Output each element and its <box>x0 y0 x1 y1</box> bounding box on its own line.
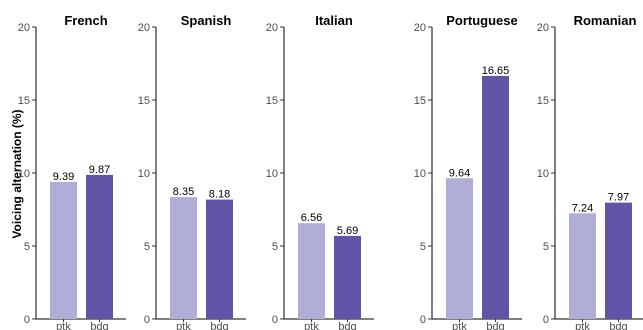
panel-title: French <box>64 13 107 28</box>
y-tick-label: 0 <box>420 314 426 326</box>
x-tick-label: bdg <box>210 321 228 330</box>
panel-portuguese: 0 5 10 15 20 Portuguese 9.64 ptk 16.65 bdg <box>414 13 522 330</box>
y-tick-label: 5 <box>543 241 549 253</box>
panel-title: Italian <box>315 13 353 28</box>
bar-ptk <box>50 181 77 319</box>
y-tick-label: 0 <box>144 314 150 326</box>
x-tick-label: bdg <box>609 321 627 330</box>
y-tick-label: 0 <box>543 314 549 326</box>
y-tick-label: 20 <box>18 22 30 34</box>
bar-bdg <box>605 202 632 319</box>
y-tick-label: 0 <box>272 314 278 326</box>
panel-romanian: 0 5 10 15 20 Romanian 7.24 ptk 7.97 bdg <box>537 13 643 330</box>
y-axis-label: Voicing alternation (%) <box>10 109 24 238</box>
chart-panels: 0 5 10 15 20 French 9.39 ptk 9.87 bdg 0 5 10 15 20 Span… <box>18 13 643 330</box>
y-tick-label: 20 <box>138 22 150 34</box>
panel-italian: 0 5 10 15 20 Italian 6.56 ptk 5.69 bdg <box>266 13 374 330</box>
bar-ptk <box>298 223 325 319</box>
y-tick-label: 5 <box>272 241 278 253</box>
x-tick-label: ptk <box>452 321 467 330</box>
bar-bdg <box>482 75 509 319</box>
bar-ptk <box>170 197 197 319</box>
panel-spanish: 0 5 10 15 20 Spanish 8.35 ptk 8.18 bdg <box>138 13 246 330</box>
x-tick-label: bdg <box>338 321 356 330</box>
data-label: 5.69 <box>337 225 358 237</box>
x-tick-label: bdg <box>486 321 504 330</box>
y-tick-label: 10 <box>266 168 278 180</box>
data-label: 9.39 <box>53 171 74 183</box>
bar-bdg <box>206 199 233 319</box>
y-tick-label: 10 <box>138 168 150 180</box>
bar-bdg <box>334 235 361 319</box>
panel-french: 0 5 10 15 20 French 9.39 ptk 9.87 bdg <box>18 13 126 330</box>
y-tick-label: 10 <box>414 168 426 180</box>
y-tick-label: 5 <box>24 241 30 253</box>
panel-title: Romanian <box>574 13 637 28</box>
x-tick-label: ptk <box>56 321 71 330</box>
x-tick-label: ptk <box>176 321 191 330</box>
data-label: 7.97 <box>608 192 629 204</box>
y-tick-label: 10 <box>18 168 30 180</box>
data-label: 9.87 <box>89 164 110 176</box>
y-tick-label: 5 <box>420 241 426 253</box>
y-tick-label: 20 <box>266 22 278 34</box>
y-tick-label: 10 <box>537 168 549 180</box>
y-tick-label: 0 <box>24 314 30 326</box>
y-tick-label: 20 <box>537 22 549 34</box>
x-tick-label: ptk <box>304 321 319 330</box>
y-tick-label: 15 <box>18 95 30 107</box>
bar-ptk <box>569 213 596 319</box>
x-tick-label: ptk <box>575 321 590 330</box>
data-label: 7.24 <box>572 202 593 214</box>
y-tick-label: 5 <box>144 241 150 253</box>
data-label: 9.64 <box>449 167 470 179</box>
panel-title: Spanish <box>181 13 232 28</box>
panel-title: Portuguese <box>446 13 518 28</box>
data-label: 8.35 <box>173 186 194 198</box>
data-label: 8.18 <box>209 189 230 201</box>
data-label: 16.65 <box>482 65 510 77</box>
data-label: 6.56 <box>301 212 322 224</box>
y-tick-label: 20 <box>414 22 426 34</box>
bar-bdg <box>86 174 113 319</box>
x-tick-label: bdg <box>90 321 108 330</box>
y-tick-label: 15 <box>537 95 549 107</box>
y-tick-label: 15 <box>138 95 150 107</box>
bar-ptk <box>446 178 473 319</box>
y-tick-label: 15 <box>414 95 426 107</box>
y-tick-label: 15 <box>266 95 278 107</box>
